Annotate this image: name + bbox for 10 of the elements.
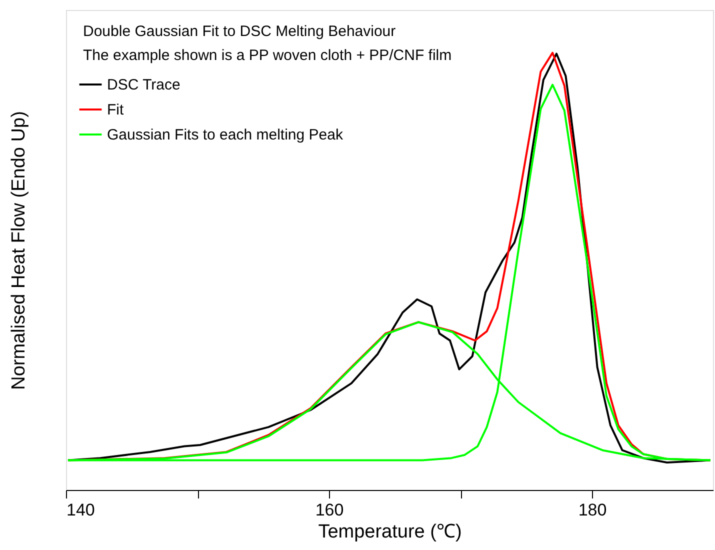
x-tick-label: 140	[66, 500, 95, 520]
chart-subtitle: The example shown is a PP woven cloth + PP/CNF film	[83, 47, 452, 64]
x-tick-label: 180	[578, 500, 607, 520]
y-axis-title: Normalised Heat Flow (Endo Up)	[8, 111, 30, 390]
legend-label: Gaussian Fits to each melting Peak	[107, 126, 344, 144]
legend-label: DSC Trace	[107, 76, 180, 94]
chart-title: Double Gaussian Fit to DSC Melting Behaviour	[83, 23, 396, 40]
x-axis-title: Temperature (℃)	[318, 522, 462, 542]
x-tick-label: 160	[315, 500, 344, 520]
legend-label: Fit	[107, 102, 124, 118]
